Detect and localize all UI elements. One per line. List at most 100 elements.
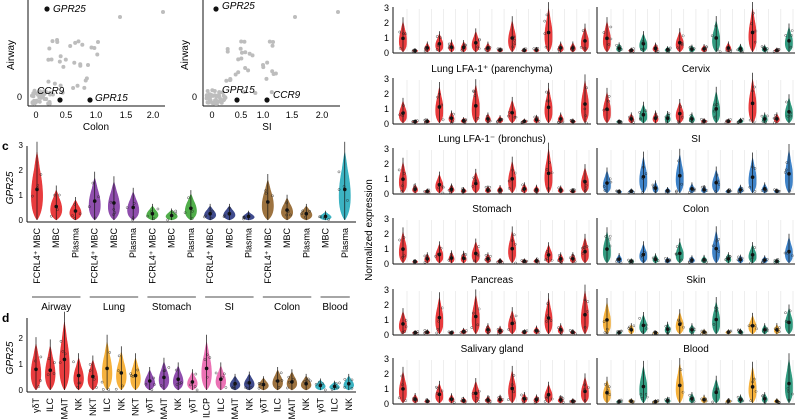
median-point xyxy=(510,36,514,40)
jitter-point xyxy=(337,188,341,191)
jitter-point xyxy=(748,185,752,189)
jitter-point xyxy=(571,45,575,48)
scatter-point xyxy=(37,99,42,104)
jitter-point xyxy=(603,383,607,386)
jitter-point xyxy=(489,254,492,258)
jitter-point xyxy=(451,330,454,334)
median-point xyxy=(247,381,252,385)
jitter-point xyxy=(747,324,751,328)
x-tick-label: NK xyxy=(74,398,84,411)
jitter-point xyxy=(777,48,781,51)
jitter-point xyxy=(762,46,765,49)
x-tick-label: 0.5 xyxy=(235,110,248,120)
jitter-point xyxy=(47,357,51,360)
scatter-point xyxy=(43,89,48,94)
jitter-point xyxy=(791,29,794,32)
jitter-point xyxy=(402,111,405,114)
median-point xyxy=(750,101,755,106)
highlight-point-ccr9 xyxy=(57,97,63,103)
jitter-point xyxy=(560,331,563,335)
jitter-point xyxy=(561,400,565,404)
median-point xyxy=(641,384,646,389)
jitter-point xyxy=(681,34,685,38)
jitter-point xyxy=(324,388,327,392)
jitter-point xyxy=(639,118,642,121)
jitter-point xyxy=(195,388,199,392)
jitter-point xyxy=(175,383,179,386)
jitter-point xyxy=(404,399,407,402)
jitter-point xyxy=(194,372,198,376)
jitter-point xyxy=(449,397,452,401)
jitter-point xyxy=(462,330,466,334)
jitter-point xyxy=(101,388,105,391)
jitter-point xyxy=(285,201,288,205)
jitter-point xyxy=(638,111,641,114)
jitter-point xyxy=(741,189,744,192)
jitter-point xyxy=(150,210,153,213)
jitter-point xyxy=(558,395,562,399)
jitter-point xyxy=(546,257,549,261)
jitter-point xyxy=(437,92,441,96)
median-point xyxy=(219,377,223,382)
jitter-point xyxy=(620,121,623,124)
median-point xyxy=(176,377,180,382)
jitter-point xyxy=(308,209,311,213)
jitter-point xyxy=(271,194,274,198)
highlight-point-gpr25 xyxy=(44,6,50,12)
x-tick-labels: γδT ILC MAIT NK NKT ILC NK NKT γδT MAIT NK γδT ILCP I… xyxy=(31,397,354,419)
scatter-point xyxy=(76,39,81,44)
median-point xyxy=(401,322,405,326)
jitter-point xyxy=(473,94,477,98)
scatter-point xyxy=(71,85,76,90)
median-point xyxy=(546,105,551,110)
jitter-point xyxy=(668,327,672,330)
jitter-point xyxy=(231,386,234,390)
jitter-point xyxy=(557,254,561,257)
jitter-point xyxy=(654,44,658,48)
scatter-point xyxy=(30,100,35,105)
jitter-point xyxy=(100,380,104,384)
jitter-point xyxy=(627,191,631,194)
jitter-point xyxy=(242,215,246,219)
y-tick-label: 0 xyxy=(384,330,389,340)
x-tick-label: MBC xyxy=(109,228,119,249)
jitter-point xyxy=(497,190,501,194)
jitter-point xyxy=(402,236,406,239)
point-label-gpr25: GPR25 xyxy=(222,1,255,12)
y-tick-label: 1 xyxy=(19,360,24,369)
median-point xyxy=(401,387,405,391)
median-point xyxy=(546,171,551,176)
jitter-point xyxy=(642,47,645,51)
median-point xyxy=(605,181,609,185)
group-label: Blood xyxy=(322,302,348,313)
jitter-point xyxy=(536,396,540,400)
jitter-point xyxy=(631,260,634,264)
jitter-point xyxy=(664,191,668,195)
jitter-point xyxy=(508,111,511,114)
median-point xyxy=(190,380,195,384)
jitter-point xyxy=(451,397,454,401)
jitter-point xyxy=(652,401,655,404)
violins xyxy=(31,141,351,222)
jitter-point xyxy=(174,368,178,372)
jitter-point xyxy=(674,252,678,256)
y-tick-label: 3 xyxy=(384,144,389,154)
jitter-point xyxy=(61,350,65,353)
jitter-point xyxy=(665,50,669,53)
highlight-point-gpr15 xyxy=(234,97,240,103)
jitter-point xyxy=(97,195,100,199)
jitter-point xyxy=(73,203,77,206)
jitter-point xyxy=(88,205,91,209)
scatter-plot-colon: Airway 0 0 0.5 1.0 1.5 2.0 Colon GPR25 C… xyxy=(6,0,165,133)
jitter-point xyxy=(437,252,440,256)
highlight-point-ccr9 xyxy=(264,97,270,103)
y-tick-label: 1 xyxy=(384,315,389,325)
jitter-point xyxy=(666,399,669,402)
scatter-point xyxy=(236,57,241,62)
x-tick-label: ILC xyxy=(216,398,226,413)
y-axis-label: GPR25 xyxy=(5,171,16,204)
jitter-point xyxy=(750,165,754,169)
jitter-point xyxy=(471,391,475,395)
jitter-point xyxy=(52,372,56,375)
x-tick-label: NKT xyxy=(131,397,141,416)
